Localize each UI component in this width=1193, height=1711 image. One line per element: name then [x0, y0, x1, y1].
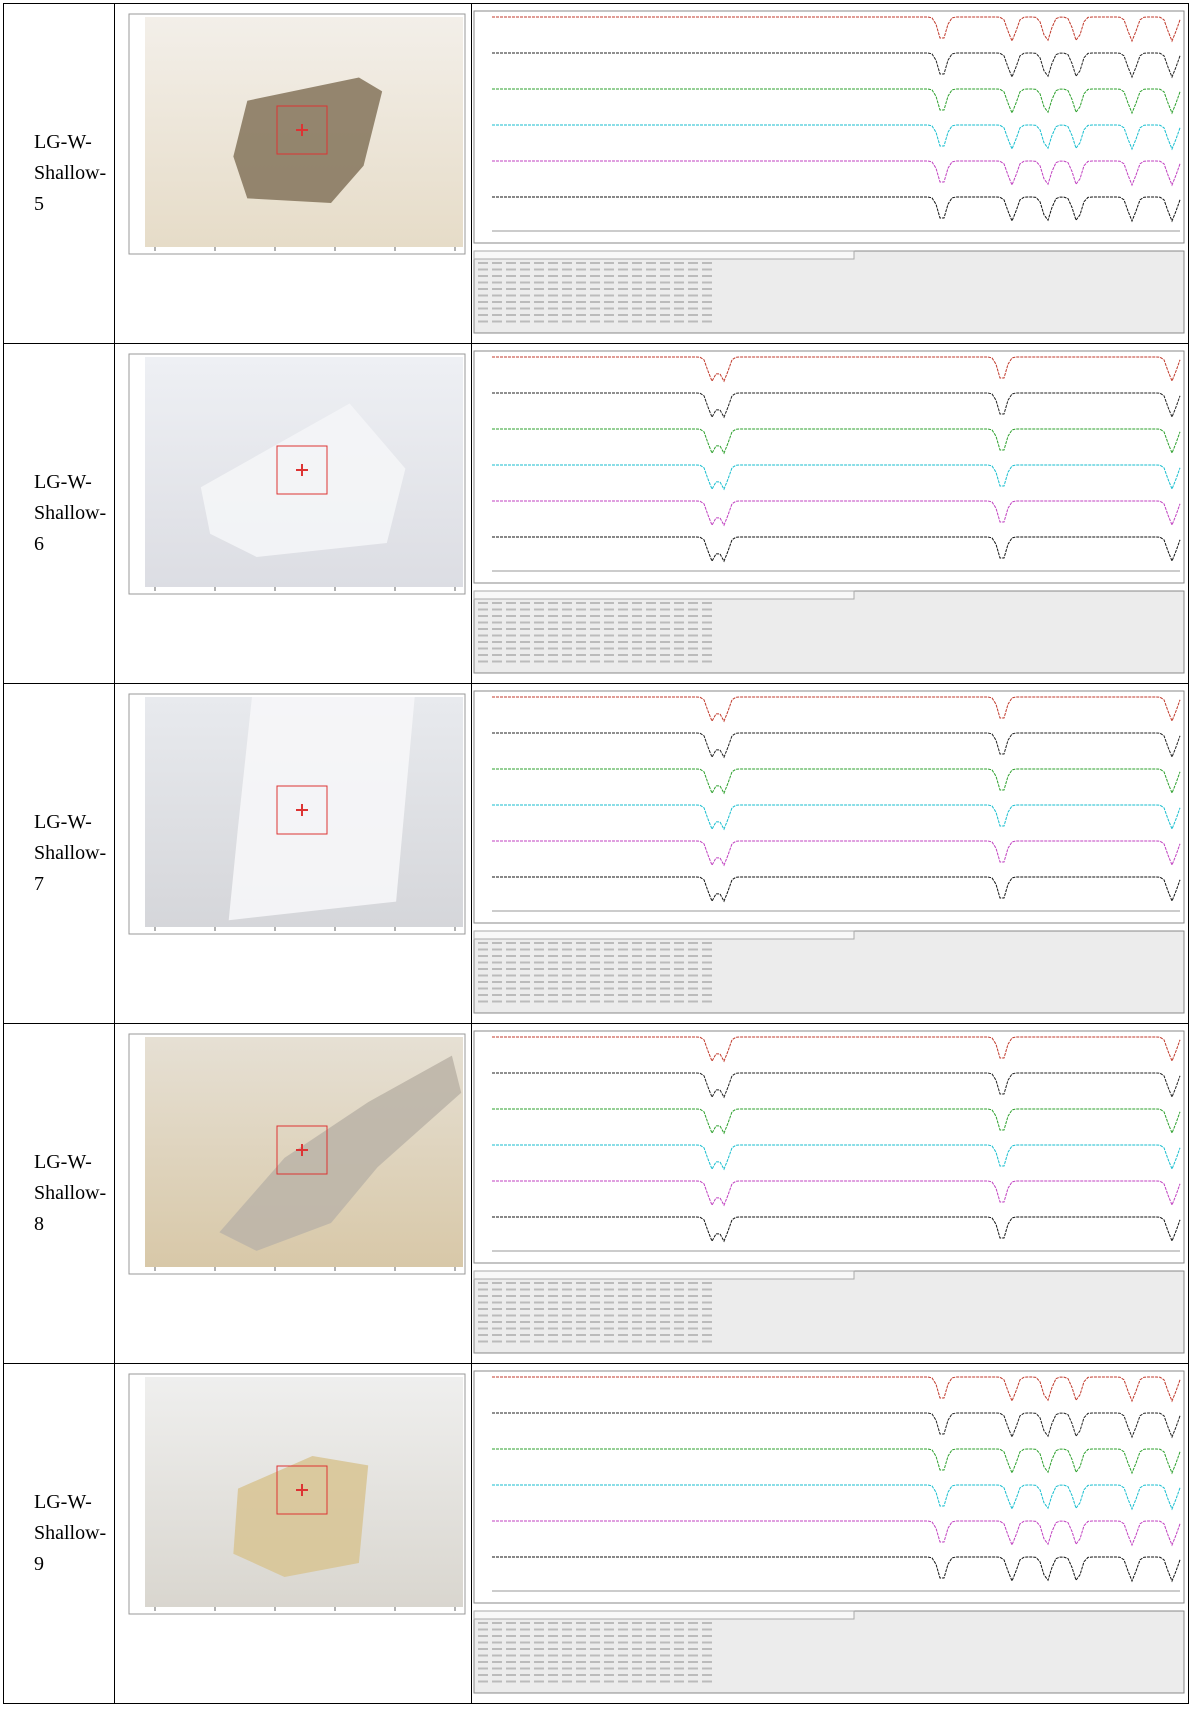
spectrum-trace: [492, 1448, 1181, 1474]
spectra: [473, 1030, 1185, 1353]
plot-frame: [473, 1030, 1185, 1263]
micrograph: [128, 353, 466, 594]
spectrum-trace: [492, 356, 1181, 382]
sample-label: LG-W-Shallow-9: [34, 1491, 107, 1575]
sample-label: LG-W-Shallow-8: [34, 1151, 107, 1235]
spectrum-trace: [492, 1144, 1181, 1170]
micrograph: [128, 1373, 466, 1614]
spectrum-trace: [492, 1376, 1181, 1402]
label-cell: LG-W-Shallow-5: [3, 3, 115, 344]
particle: [228, 696, 415, 920]
results-list: [473, 1610, 1185, 1693]
spectrum-trace: [492, 536, 1181, 562]
spectrum-trace: [492, 160, 1181, 186]
table-row: LG-W-Shallow-6: [3, 343, 1189, 684]
spectra: [473, 350, 1185, 673]
particle: [233, 1455, 369, 1577]
plot-frame: [473, 690, 1185, 923]
spectrum-trace: [492, 1180, 1181, 1206]
photo-content: [228, 696, 415, 920]
spectrum-trace: [492, 1108, 1181, 1134]
spectrum-trace: [492, 732, 1181, 758]
spectrum-trace: [492, 88, 1181, 114]
photo-content: [233, 1455, 369, 1577]
target-box: [276, 1125, 328, 1174]
results-header: [473, 250, 855, 259]
table-row: LG-W-Shallow-5: [3, 3, 1189, 344]
plot-frame: [473, 1370, 1185, 1603]
spectrum-trace: [492, 1036, 1181, 1062]
plot-frame: [473, 10, 1185, 243]
plot-frame: [473, 350, 1185, 583]
spectrum-trace: [492, 196, 1181, 222]
sample-label: LG-W-Shallow-5: [34, 131, 107, 215]
sample-label: LG-W-Shallow-6: [34, 471, 107, 555]
spectrum-trace: [492, 768, 1181, 794]
spectra-cell: [471, 343, 1189, 684]
spectrum-trace: [492, 16, 1181, 42]
table-row: LG-W-Shallow-7: [3, 683, 1189, 1024]
spectrum-trace: [492, 124, 1181, 150]
particle: [200, 403, 406, 557]
image-cell: [114, 3, 472, 344]
spectrum-trace: [492, 464, 1181, 490]
micrograph: [128, 693, 466, 934]
spectrum-trace: [492, 1216, 1181, 1242]
target-box: [276, 785, 328, 834]
target-box: [276, 105, 328, 154]
spectrum-trace: [492, 804, 1181, 830]
photo-content: [233, 76, 383, 203]
spectra-cell: [471, 1023, 1189, 1364]
results-header: [473, 930, 855, 939]
spectrum-trace: [492, 1520, 1181, 1546]
particle: [219, 1055, 462, 1251]
spectrum-trace: [492, 840, 1181, 866]
spectra: [473, 10, 1185, 333]
label-cell: LG-W-Shallow-9: [3, 1363, 115, 1704]
target-box: [276, 445, 328, 494]
results-list: [473, 930, 1185, 1013]
label-cell: LG-W-Shallow-6: [3, 343, 115, 684]
spectrum-trace: [492, 876, 1181, 902]
spectra-cell: [471, 3, 1189, 344]
image-cell: [114, 343, 472, 684]
image-cell: [114, 683, 472, 1024]
table-row: LG-W-Shallow-9: [3, 1363, 1189, 1704]
spectrum-trace: [492, 696, 1181, 722]
target-box: [276, 1465, 328, 1514]
spectrum-trace: [492, 428, 1181, 454]
label-cell: LG-W-Shallow-7: [3, 683, 115, 1024]
spectra: [473, 1370, 1185, 1693]
micrograph: [128, 13, 466, 254]
sample-label: LG-W-Shallow-7: [34, 811, 107, 895]
spectrum-trace: [492, 1556, 1181, 1582]
spectra-cell: [471, 683, 1189, 1024]
results-header: [473, 590, 855, 599]
photo-content: [200, 403, 406, 557]
spectrum-trace: [492, 1072, 1181, 1098]
label-cell: LG-W-Shallow-8: [3, 1023, 115, 1364]
spectrum-trace: [492, 1484, 1181, 1510]
photo-content: [219, 1055, 462, 1251]
table-body: LG-W-Shallow-5 LG-W-Shallow-6 LG-W-Shall…: [3, 3, 1189, 1704]
spectrum-trace: [492, 392, 1181, 418]
results-list: [473, 250, 1185, 333]
spectrum-trace: [492, 500, 1181, 526]
spectra: [473, 690, 1185, 1013]
spectrum-trace: [492, 52, 1181, 78]
spectrum-trace: [492, 1412, 1181, 1438]
table-row: LG-W-Shallow-8: [3, 1023, 1189, 1364]
results-list: [473, 590, 1185, 673]
image-cell: [114, 1023, 472, 1364]
results-table: LG-W-Shallow-5 LG-W-Shallow-6 LG-W-Shall…: [3, 3, 1189, 1704]
micrograph: [128, 1033, 466, 1274]
image-cell: [114, 1363, 472, 1704]
results-header: [473, 1610, 855, 1619]
results-header: [473, 1270, 855, 1279]
spectra-cell: [471, 1363, 1189, 1704]
particle: [233, 76, 383, 203]
